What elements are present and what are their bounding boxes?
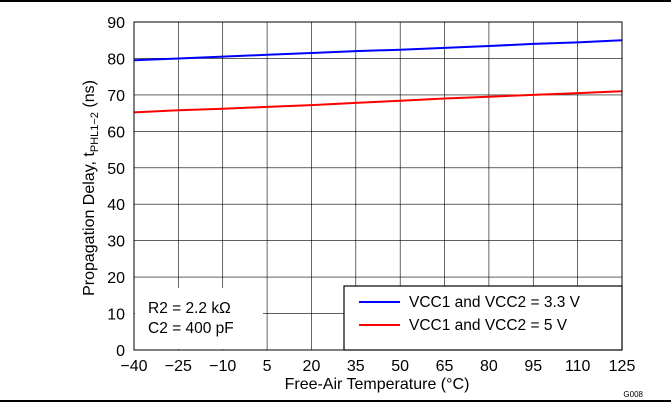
x-tick-label: 80 bbox=[480, 358, 498, 375]
x-tick-label: −25 bbox=[165, 358, 192, 375]
y-tick-label: 20 bbox=[107, 270, 125, 287]
annotation-c2: C2 = 400 pF bbox=[148, 320, 234, 337]
y-axis-title: Propagation Delay, tPHL1−2 (ns) bbox=[81, 80, 101, 296]
x-tick-label: 65 bbox=[436, 358, 454, 375]
y-tick-label: 80 bbox=[107, 51, 125, 68]
x-tick-label: 20 bbox=[303, 358, 321, 375]
x-tick-label: 125 bbox=[609, 358, 636, 375]
annotation-r2: R2 = 2.2 kΩ bbox=[148, 300, 231, 317]
y-axis-title-suffix: (ns) bbox=[81, 80, 98, 112]
y-tick-label: 10 bbox=[107, 307, 125, 324]
x-axis-title: Free-Air Temperature (°C) bbox=[285, 376, 470, 393]
legend: VCC1 and VCC2 = 3.3 V VCC1 and VCC2 = 5 V bbox=[343, 285, 623, 351]
y-tick-label: 30 bbox=[107, 234, 125, 251]
x-tick-label: 95 bbox=[524, 358, 542, 375]
legend-box bbox=[343, 285, 623, 351]
series-layer bbox=[133, 39, 623, 114]
x-tick-label: 35 bbox=[347, 358, 365, 375]
figure-id: G008 bbox=[623, 390, 643, 399]
series-line bbox=[133, 90, 623, 114]
x-tick-label: −10 bbox=[209, 358, 236, 375]
series-line bbox=[133, 39, 623, 62]
y-axis-title-subscript: PHL1−2 bbox=[89, 112, 101, 152]
y-tick-label: 40 bbox=[107, 197, 125, 214]
x-tick-label: 5 bbox=[263, 358, 272, 375]
y-tick-label: 0 bbox=[116, 343, 125, 360]
annotation-background bbox=[135, 288, 263, 349]
x-tick-label: 50 bbox=[391, 358, 409, 375]
y-tick-label: 50 bbox=[107, 161, 125, 178]
annotation-box: R2 = 2.2 kΩ C2 = 400 pF bbox=[135, 288, 263, 349]
plot-area-frame bbox=[133, 21, 623, 351]
legend-label: VCC1 and VCC2 = 5 V bbox=[409, 317, 568, 334]
y-tick-label: 90 bbox=[107, 15, 125, 32]
y-axis-ticks: 0 10 20 30 40 50 60 70 80 90 bbox=[107, 15, 125, 360]
x-tick-label: 110 bbox=[565, 358, 591, 375]
legend-label: VCC1 and VCC2 = 3.3 V bbox=[409, 294, 581, 311]
x-axis-ticks: −40 −25 −10 5 20 35 50 65 80 95 110 125 bbox=[120, 358, 635, 375]
y-tick-label: 60 bbox=[107, 124, 125, 141]
y-tick-label: 70 bbox=[107, 88, 125, 105]
x-tick-label: −40 bbox=[120, 358, 147, 375]
y-axis-title-prefix: Propagation Delay, t bbox=[81, 152, 98, 296]
